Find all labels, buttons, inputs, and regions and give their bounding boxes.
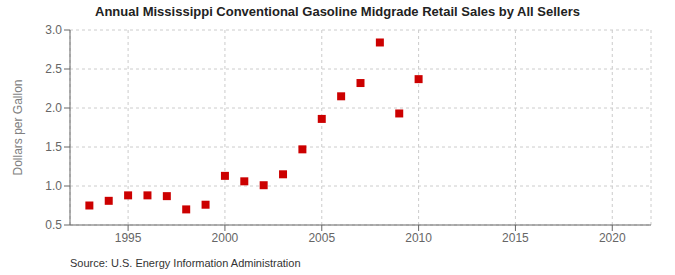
svg-text:Dollars per Gallon: Dollars per Gallon	[11, 79, 25, 175]
svg-text:2020: 2020	[599, 231, 626, 245]
svg-text:2.5: 2.5	[45, 62, 62, 76]
svg-text:2005: 2005	[308, 231, 335, 245]
svg-text:2010: 2010	[405, 231, 432, 245]
html-text:Annual Mississippi Conventiona: Annual Mississippi Conventional Gasoline…	[95, 4, 580, 19]
svg-text:1995: 1995	[115, 231, 142, 245]
svg-text:0.5: 0.5	[45, 218, 62, 232]
svg-text:2.0: 2.0	[45, 101, 62, 115]
svg-text:2015: 2015	[502, 231, 529, 245]
svg-text:2000: 2000	[212, 231, 239, 245]
svg-text:1.5: 1.5	[45, 140, 62, 154]
svg-text:3.0: 3.0	[45, 24, 62, 37]
svg-text:1.0: 1.0	[45, 179, 62, 193]
html-text:Source: U.S. Energy Informatio: Source: U.S. Energy Information Administ…	[70, 257, 301, 269]
